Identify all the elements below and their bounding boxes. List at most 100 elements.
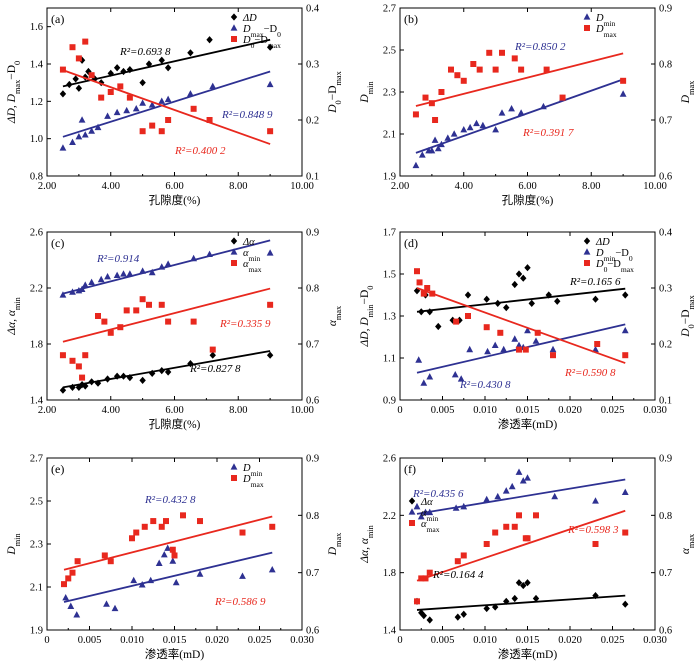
data-point <box>206 36 213 44</box>
panel-label: (a) <box>51 12 64 26</box>
legend-label: Dmin <box>595 13 616 28</box>
fit-line <box>62 287 271 343</box>
y-left-axis-label: Dmin <box>6 533 22 555</box>
data-point <box>528 299 535 307</box>
data-point <box>139 296 146 303</box>
series-2 <box>413 468 629 520</box>
fit-line <box>416 287 626 313</box>
data-point <box>545 291 552 299</box>
data-point <box>139 79 146 87</box>
data-point <box>466 123 474 131</box>
data-point <box>511 523 518 530</box>
data-point <box>104 112 111 119</box>
fit-line <box>416 287 626 364</box>
data-point <box>160 550 168 558</box>
legend-marker <box>230 237 238 245</box>
data-point <box>435 322 442 331</box>
r2-label: R²=0.598 3 <box>567 524 619 536</box>
r2-label: R²=0.432 8 <box>144 494 196 506</box>
x-tick-label: 0.015 <box>516 405 540 416</box>
y-right-tick-label: 0.9 <box>659 454 672 465</box>
data-point <box>479 121 487 129</box>
legend-marker <box>583 13 591 20</box>
data-point <box>484 347 491 355</box>
data-point <box>499 49 505 56</box>
data-point <box>420 290 427 297</box>
data-point <box>97 275 105 283</box>
data-point <box>69 138 76 145</box>
y-left-tick-label: 1.8 <box>383 568 396 579</box>
data-point <box>104 273 111 280</box>
fit-line <box>415 52 624 107</box>
data-point <box>414 268 420 275</box>
data-point <box>103 600 110 607</box>
data-point <box>146 301 152 308</box>
data-point <box>500 345 508 353</box>
data-point <box>418 575 425 582</box>
data-point <box>268 566 276 573</box>
x-tick-label: 10.00 <box>290 181 314 192</box>
data-point <box>503 304 510 312</box>
legend-label: ΔD <box>242 13 257 24</box>
data-point <box>138 581 146 588</box>
data-point <box>431 136 439 143</box>
data-point <box>69 288 76 295</box>
data-point <box>454 558 461 565</box>
data-point <box>464 291 472 299</box>
data-point <box>466 345 474 353</box>
data-point <box>511 335 519 342</box>
data-point <box>492 66 499 73</box>
y-left-axis-label: ΔD, Dmax−D0 <box>6 61 22 124</box>
y-left-axis-label: ΔD, Dmin−D0 <box>359 286 375 348</box>
data-point <box>164 64 172 72</box>
y-left-tick-label: 0.8 <box>30 172 43 183</box>
x-axis-label: 孔隙度(%) <box>502 193 554 207</box>
y-left-tick-label: 1.2 <box>30 97 43 108</box>
x-tick-label: 0.020 <box>558 405 582 416</box>
data-point <box>171 552 178 559</box>
legend-label: D0−Dmax <box>242 35 281 50</box>
legend-label: Δα <box>242 237 255 248</box>
legend-label: Dmin−D0 <box>595 248 633 263</box>
data-point <box>126 270 134 277</box>
x-tick-label: 0 <box>44 635 49 646</box>
chart-panel-4: 0 0.005 0.010 0.015 0.020 0.025 0.030 0.9 1.1 1.3… <box>359 228 696 432</box>
y-left-tick-label: 2.1 <box>383 130 396 141</box>
r2-label: R²=0.400 2 <box>174 145 226 157</box>
data-point <box>59 90 67 98</box>
data-point <box>415 356 423 363</box>
y-right-tick-label: 0.4 <box>659 228 673 239</box>
y-left-tick-label: 1.4 <box>30 60 44 71</box>
data-point <box>503 523 510 530</box>
data-point <box>165 318 172 325</box>
fit-line <box>62 69 271 145</box>
data-point <box>133 529 140 536</box>
fit-line <box>63 551 273 603</box>
data-point <box>494 492 502 500</box>
data-point <box>113 271 121 278</box>
data-point <box>543 66 550 73</box>
data-point <box>420 379 428 386</box>
y-right-tick-label: 0.7 <box>659 568 672 579</box>
data-point <box>59 352 66 359</box>
legend-label: Dmax <box>242 474 264 489</box>
data-point <box>113 372 121 380</box>
data-point <box>524 264 531 272</box>
data-point <box>422 575 429 582</box>
data-point <box>460 610 467 618</box>
legend-label: Dmin <box>242 463 263 478</box>
data-point <box>592 592 599 600</box>
fit-line <box>415 78 624 154</box>
data-point <box>113 64 121 72</box>
data-point <box>187 49 194 57</box>
x-axis-label: 渗透率(mD) <box>145 647 205 661</box>
x-tick-label: 0.030 <box>643 405 667 416</box>
data-point <box>73 611 81 618</box>
legend-marker <box>408 508 416 515</box>
x-tick-label: 0.015 <box>163 635 187 646</box>
data-point <box>412 111 419 118</box>
data-point <box>522 346 529 353</box>
y-right-axis-label: D0−Dmax <box>680 294 696 337</box>
data-point <box>520 274 527 282</box>
